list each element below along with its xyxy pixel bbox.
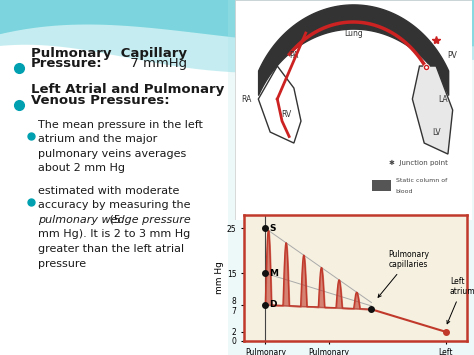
Text: Pulmonary
capillaries: Pulmonary capillaries (378, 250, 429, 297)
Polygon shape (0, 0, 474, 47)
Polygon shape (0, 0, 474, 73)
Text: Left Atrial and Pulmonary: Left Atrial and Pulmonary (31, 83, 224, 96)
Text: Left
atrium: Left atrium (447, 277, 474, 324)
Text: 7 mmHg: 7 mmHg (126, 58, 187, 70)
Text: S: S (270, 224, 276, 233)
Text: LV: LV (432, 127, 440, 137)
Text: RA: RA (241, 94, 252, 104)
Text: Pulmonary  Capillary: Pulmonary Capillary (31, 47, 187, 60)
Bar (372, 180, 391, 191)
Text: ✱  Junction point: ✱ Junction point (389, 160, 447, 166)
Text: about 2 mm Hg: about 2 mm Hg (38, 163, 125, 173)
Polygon shape (412, 66, 453, 154)
Text: mm Hg). It is 2 to 3 mm Hg: mm Hg). It is 2 to 3 mm Hg (38, 229, 190, 240)
Text: LA: LA (438, 94, 448, 104)
Text: atrium and the major: atrium and the major (38, 134, 157, 144)
Text: Static column of: Static column of (396, 178, 447, 183)
Text: Lung: Lung (344, 28, 363, 38)
Y-axis label: mm Hg: mm Hg (215, 261, 224, 294)
Text: blood: blood (396, 189, 413, 194)
Text: accuracy by measuring the: accuracy by measuring the (38, 200, 191, 210)
Text: M: M (270, 269, 279, 278)
Text: Venous Pressures:: Venous Pressures: (31, 94, 169, 107)
Text: Pressure:: Pressure: (31, 58, 102, 70)
Polygon shape (258, 66, 301, 143)
Text: pressure: pressure (38, 259, 86, 269)
Text: (5: (5 (106, 215, 121, 225)
Text: pulmonary veins averages: pulmonary veins averages (38, 149, 186, 159)
Text: PA: PA (289, 50, 299, 60)
Text: estimated with moderate: estimated with moderate (38, 186, 179, 196)
Text: D: D (270, 300, 277, 309)
Text: RV: RV (282, 110, 292, 119)
Text: pulmonary wedge pressure: pulmonary wedge pressure (38, 215, 191, 225)
Text: greater than the left atrial: greater than the left atrial (38, 244, 184, 254)
Bar (228, 0, 474, 355)
Text: PV: PV (448, 50, 457, 60)
Text: The mean pressure in the left: The mean pressure in the left (38, 120, 203, 130)
